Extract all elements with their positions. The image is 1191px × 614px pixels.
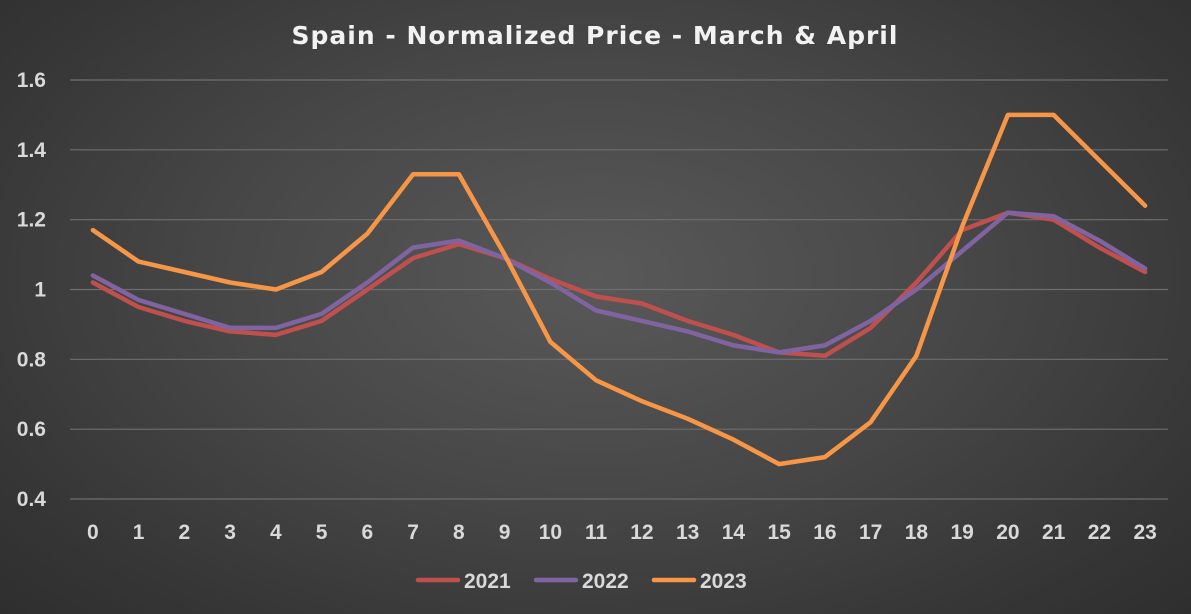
- x-tick-label: 13: [676, 521, 699, 544]
- series-line-2022: [90, 210, 1148, 355]
- x-tick-label: 5: [316, 521, 328, 544]
- x-tick-label: 9: [499, 521, 511, 544]
- series-lines: [90, 112, 1148, 467]
- x-tick-label: 20: [996, 521, 1019, 544]
- legend-label: 2022: [582, 570, 629, 593]
- x-tick-label: 0: [87, 521, 99, 544]
- y-tick-label: 1.6: [17, 69, 46, 92]
- x-tick-label: 2: [179, 521, 191, 544]
- x-tick-label: 12: [630, 521, 653, 544]
- y-tick-label: 1.2: [17, 209, 46, 232]
- x-tick-label: 11: [585, 521, 608, 544]
- y-axis-tick-labels: 0.4 0.6 0.8 1 1.2 1.4 1.6: [17, 69, 47, 511]
- x-tick-label: 19: [950, 521, 973, 544]
- x-tick-label: 23: [1133, 521, 1156, 544]
- x-tick-label: 18: [905, 521, 929, 544]
- y-tick-label: 0.8: [17, 348, 47, 371]
- series-line-2021: [90, 210, 1148, 359]
- x-tick-label: 4: [270, 521, 282, 544]
- x-tick-label: 15: [767, 521, 791, 544]
- x-axis-tick-labels: 0 1 2 3 4 5 6 7 8 9 10 11 12 13 14 15 16 17 18 19 20 21 22 23: [87, 521, 1157, 544]
- chart-title: Spain - Normalized Price - March & April: [292, 21, 899, 50]
- y-tick-label: 1.4: [17, 139, 47, 162]
- x-tick-label: 6: [362, 521, 374, 544]
- x-tick-label: 17: [859, 521, 882, 544]
- x-tick-label: 1: [133, 521, 145, 544]
- x-tick-label: 3: [224, 521, 236, 544]
- series-line-2023: [90, 112, 1148, 467]
- legend: 2021 2022 2023: [415, 570, 747, 593]
- x-tick-label: 7: [407, 521, 419, 544]
- x-tick-label: 22: [1088, 521, 1111, 544]
- x-tick-label: 16: [813, 521, 836, 544]
- x-tick-label: 14: [722, 521, 746, 544]
- y-tick-label: 1: [34, 279, 46, 302]
- legend-label: 2021: [464, 570, 511, 593]
- y-tick-label: 0.6: [17, 418, 46, 441]
- x-tick-label: 8: [453, 521, 465, 544]
- legend-label: 2023: [700, 570, 747, 593]
- x-tick-label: 10: [539, 521, 562, 544]
- grid-lines: [70, 79, 1168, 500]
- y-tick-label: 0.4: [17, 488, 47, 511]
- x-tick-label: 21: [1042, 521, 1066, 544]
